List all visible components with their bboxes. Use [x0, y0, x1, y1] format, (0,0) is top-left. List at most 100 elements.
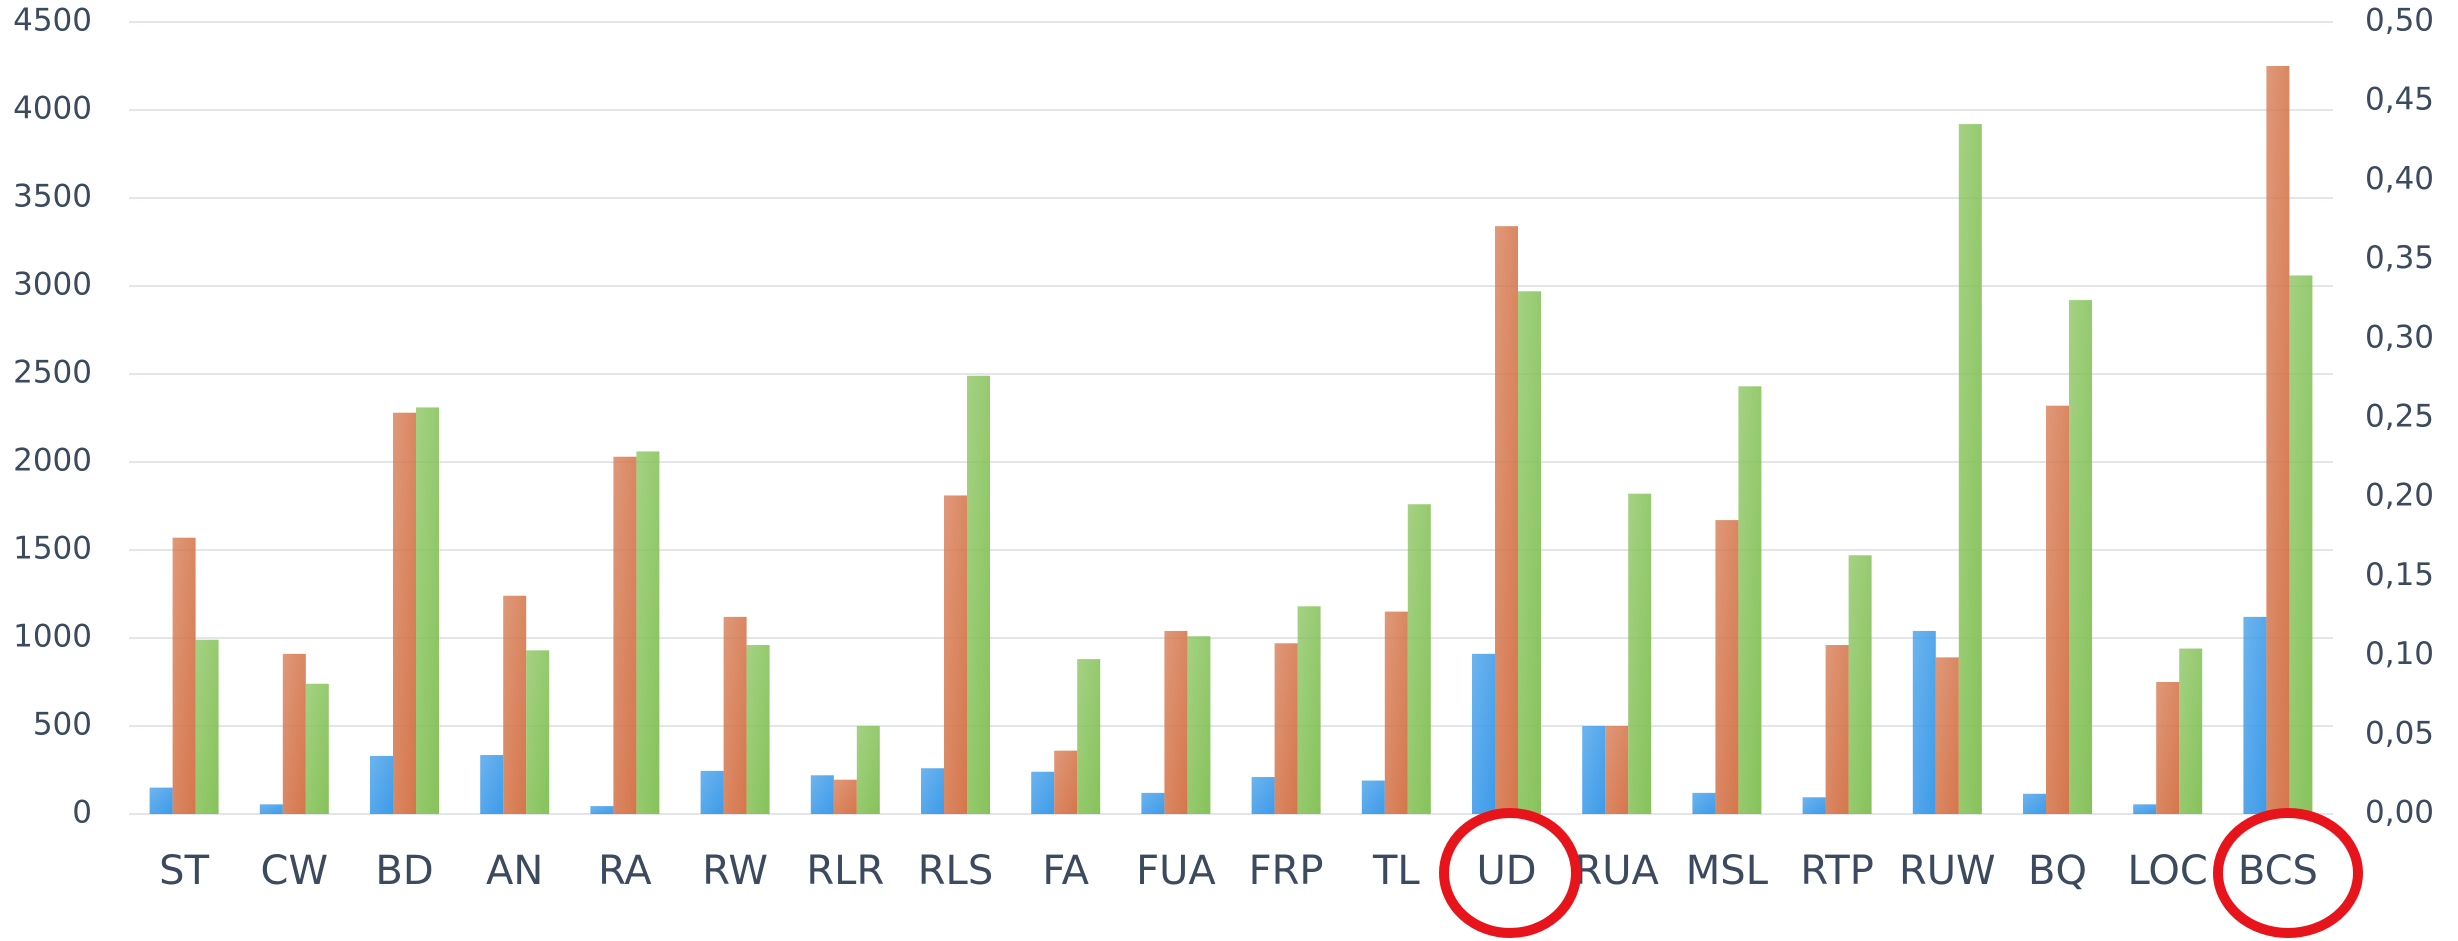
x-tick-label: AN [486, 848, 543, 894]
y-tick-label: 0 [72, 795, 92, 831]
bar [503, 595, 527, 814]
bars [149, 66, 2313, 815]
bar [613, 456, 637, 814]
bar [416, 407, 439, 814]
x-tick-label: RTP [1800, 848, 1873, 894]
highlight-circle [1439, 808, 1581, 938]
bar [2156, 682, 2180, 814]
y2-tick-label: 0,50 [2365, 3, 2434, 39]
bar [195, 639, 219, 814]
bar [1958, 124, 1982, 814]
x-tick-label: RLR [806, 848, 884, 894]
x-tick-label: ST [159, 848, 209, 894]
bar [700, 770, 724, 814]
bar [526, 650, 550, 814]
bar [1407, 504, 1431, 814]
bar [1605, 726, 1629, 814]
bar [1077, 659, 1101, 814]
x-tick-label: FA [1042, 848, 1089, 894]
y-tick-label: 1000 [13, 619, 92, 655]
y-tick-label: 1500 [13, 531, 92, 567]
y2-tick-label: 0,30 [2365, 319, 2434, 355]
bar [1935, 657, 1959, 814]
bar [1715, 520, 1739, 814]
x-tick-label: BCS [2238, 848, 2318, 894]
bar [1848, 555, 1872, 814]
y2-tick-label: 0,00 [2365, 795, 2434, 831]
bar [1297, 606, 1321, 814]
bar [282, 653, 306, 814]
bar [480, 755, 504, 814]
bar [2179, 648, 2203, 814]
bar [1251, 777, 1275, 814]
bar [2133, 804, 2157, 814]
x-tick-label: RUW [1899, 848, 1996, 894]
y2-tick-label: 0,20 [2365, 478, 2434, 514]
y-tick-label: 3000 [13, 267, 92, 303]
x-tick-label: RA [598, 848, 652, 894]
y2-tick-label: 0,25 [2365, 399, 2434, 435]
bar [810, 775, 834, 814]
x-tick-label: FRP [1249, 848, 1324, 894]
x-tick-label: LOC [2128, 848, 2208, 894]
y2-tick-label: 0,35 [2365, 240, 2434, 276]
x-tick-label: RLS [918, 848, 993, 894]
bar [723, 616, 747, 814]
bar [1912, 630, 1936, 814]
bar [1582, 726, 1606, 814]
x-tick-label: RW [702, 848, 768, 894]
bar [1495, 226, 1518, 814]
bar [2046, 405, 2069, 814]
y-tick-label: 4500 [13, 3, 92, 39]
bar [1472, 653, 1495, 814]
bar [1738, 386, 1762, 814]
bar [2243, 616, 2267, 814]
bar [149, 787, 173, 814]
y2-tick-label: 0,10 [2365, 636, 2434, 672]
bar [1628, 493, 1652, 814]
y-tick-label: 500 [33, 707, 92, 743]
grid [129, 21, 2333, 815]
bar [590, 806, 614, 814]
bar [1518, 291, 1541, 814]
highlight-circle [2213, 808, 2363, 938]
bar [856, 726, 880, 814]
bar [944, 495, 967, 814]
y-tick-label: 3500 [13, 179, 92, 215]
bar [259, 804, 283, 814]
bar [1187, 636, 1211, 814]
bar [921, 768, 944, 814]
y2-tick-label: 0,45 [2365, 82, 2434, 118]
y2-tick-label: 0,05 [2365, 715, 2434, 751]
bar [2266, 66, 2290, 814]
x-tick-label: BD [375, 848, 433, 894]
x-tick-label: MSL [1686, 848, 1769, 894]
x-tick-label: TL [1372, 848, 1420, 894]
y2-tick-label: 0,15 [2365, 557, 2434, 593]
bar [967, 375, 990, 814]
bar [1692, 792, 1716, 814]
y-tick-label: 2500 [13, 355, 92, 391]
bar [833, 779, 857, 814]
x-tick-label: RUA [1574, 848, 1659, 894]
bar [172, 537, 196, 814]
bar [1361, 780, 1385, 814]
bar [2069, 300, 2092, 815]
bar [2289, 275, 2313, 814]
bar [1054, 750, 1078, 814]
bar [393, 412, 416, 814]
bar [1825, 645, 1849, 814]
bar [746, 645, 770, 814]
labels: 0 500 1000 1500 2000 2500 3000 3500 4000 4500 0,00… [13, 3, 2434, 895]
x-tick-label: BQ [2028, 848, 2087, 894]
bar [636, 451, 660, 814]
bar [1031, 771, 1055, 814]
x-tick-label: CW [261, 848, 328, 894]
y2-tick-label: 0,40 [2365, 161, 2434, 197]
bar [1802, 797, 1826, 814]
x-tick-label: UD [1476, 848, 1536, 894]
bar [370, 755, 393, 814]
x-tick-label: FUA [1136, 848, 1216, 894]
bar [1164, 630, 1188, 814]
